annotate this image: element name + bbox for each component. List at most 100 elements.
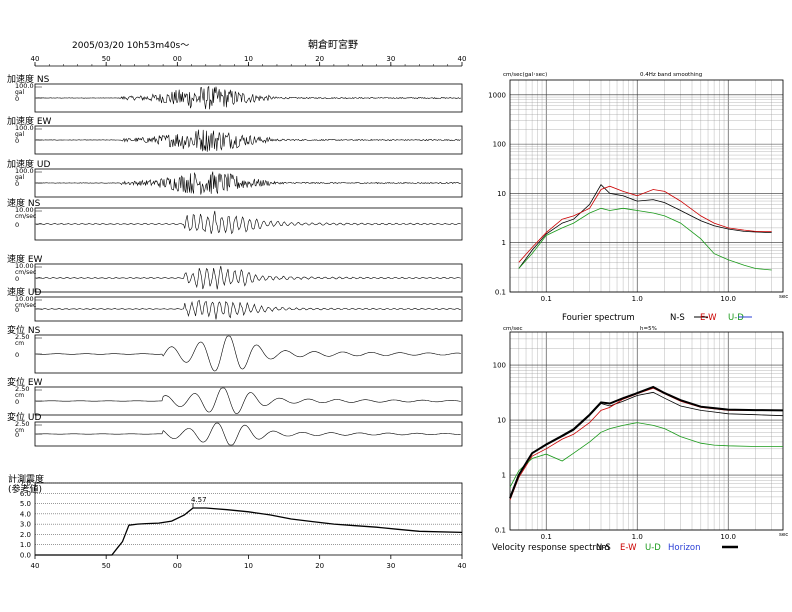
response-legend-title: Velocity response spectrum [492,543,610,553]
trace-scale: 10.00 [15,295,34,303]
trace-label: 速度 EW [7,253,43,265]
trace-label: 加速度 UD [7,158,50,170]
intensity-series-line [35,507,463,556]
top-time-axis: 40 50 00 10 20 30 40 [31,55,466,67]
trace-scale: 100.0 [15,82,34,90]
response-legend-ew: E-W [620,543,637,553]
top-time-tick-label: 30 [386,55,395,63]
spectrum-ytick-label: 10 [497,190,506,198]
trace-waveform-line [35,335,461,372]
trace-unit: cm/sec [15,269,36,276]
trace-waveform-line [35,210,461,235]
trace-zero: 0 [15,180,19,188]
response-unit-label: cm/sec [503,326,523,332]
fourier-legend-title: Fourier spectrum [562,313,635,323]
trace-scale: 10.00 [15,206,34,214]
intensity-ytick-label: 2.0 [20,531,31,539]
fourier-unit-label: cm/sec(gal･sec) [503,72,547,78]
trace-zero: 0 [15,275,19,283]
trace-zero: 0 [15,306,19,314]
response-legend-h: Horizon [668,543,701,553]
trace-unit: gal [15,131,24,138]
spectrum-xtick-label: 10.0 [720,295,736,303]
trace-waveform-line [36,387,461,415]
spectrum-xtick-label: 10.0 [720,533,736,541]
intensity-ytick-label: 3.0 [20,521,31,529]
intensity-ytick-label: 7.0 [20,480,31,488]
spectrum-series-horizon [509,385,784,499]
trace-waveform-line [35,85,461,110]
spectrum-series-ew [518,185,772,263]
spectrum-ytick-label: 0.1 [495,527,506,535]
spectrum-x-unit: sec [779,532,788,538]
response-legend: Velocity response spectrum N-S E-W U-D H… [492,543,738,553]
trace-waveform-line [35,299,461,320]
spectrum-ytick-label: 100 [493,362,506,370]
record-datetime: 2005/03/20 10h53m40s～ [72,41,189,51]
trace-label: 変位 NS [7,324,41,336]
trace-label: 速度 UD [7,286,41,298]
intensity-ytick-label: 5.0 [20,500,31,508]
spectrum-series-ud [518,207,772,271]
trace-scale: 10.00 [15,262,34,270]
top-time-tick-label: 00 [173,55,182,63]
intensity-label-note: (参考値) [8,483,42,495]
spectrum-series-ew [509,387,783,501]
intensity-ytick-label: 0.0 [20,552,31,560]
response-panel: cm/sec h=5% 0.1 1.0 10.0 sec 0.1 1 10 100 [493,326,789,541]
bottom-time-axis: 40 50 00 10 20 30 40 [31,555,467,570]
trace-label: 変位 EW [7,376,43,388]
spectrum-ytick-label: 100 [493,141,506,149]
bottom-time-tick-label: 40 [31,562,40,570]
trace-waveform-line [35,265,461,290]
header: 2005/03/20 10h53m40s～ 朝倉町宮野 [72,38,358,51]
trace-scale: 100.0 [15,167,34,175]
intensity-ytick-label: 4.0 [20,510,31,518]
intensity-label: 計測震度 [8,473,44,485]
trace-unit: cm/sec [15,302,36,309]
response-legend-ud: U-D [645,543,661,553]
fourier-legend-ew: E-W [700,313,717,323]
trace-zero: 0 [15,398,19,406]
trace-label: 変位 UD [7,411,41,423]
trace-zero: 0 [15,431,19,439]
trace-unit: gal [15,174,24,181]
trace-scale: 2.50 [15,385,29,393]
bottom-time-tick-label: 40 [458,562,467,570]
trace-label: 速度 NS [7,197,41,209]
spectrum-x-unit: sec [779,294,788,300]
trace-scale: 2.50 [15,420,29,428]
intensity-ytick-label: 1.0 [20,541,31,549]
bottom-time-tick-label: 30 [386,562,395,570]
spectrum-ytick-label: 10 [497,417,506,425]
spectrum-ytick-label: 0.1 [495,289,506,297]
intensity-panel: 計測震度 (参考値) 0.0 1.0 2.0 3.0 4.0 5.0 6.0 7.0 4.57… [8,473,466,570]
trace-waveform-line [35,171,461,195]
spectrum-xtick-label: 0.1 [541,533,552,541]
spectrum-ytick-label: 1 [502,239,506,247]
trace-waveform-line [36,422,461,446]
response-legend-ns: N-S [596,543,611,553]
top-time-tick-label: 40 [31,55,40,63]
trace-unit: cm [15,392,24,399]
fourier-legend-ns: N-S [670,313,685,323]
spectrum-xtick-label: 1.0 [632,295,643,303]
top-time-tick-label: 10 [244,55,253,63]
spectrum-xtick-label: 0.1 [541,295,552,303]
trace-waveform-line [35,129,461,152]
trace-zero: 0 [15,95,19,103]
station-name: 朝倉町宮野 [308,38,358,51]
trace-zero: 0 [15,137,19,145]
intensity-ytick-label: 6.0 [20,490,31,498]
trace-zero: 0 [15,221,19,229]
trace-unit: cm [15,427,24,434]
